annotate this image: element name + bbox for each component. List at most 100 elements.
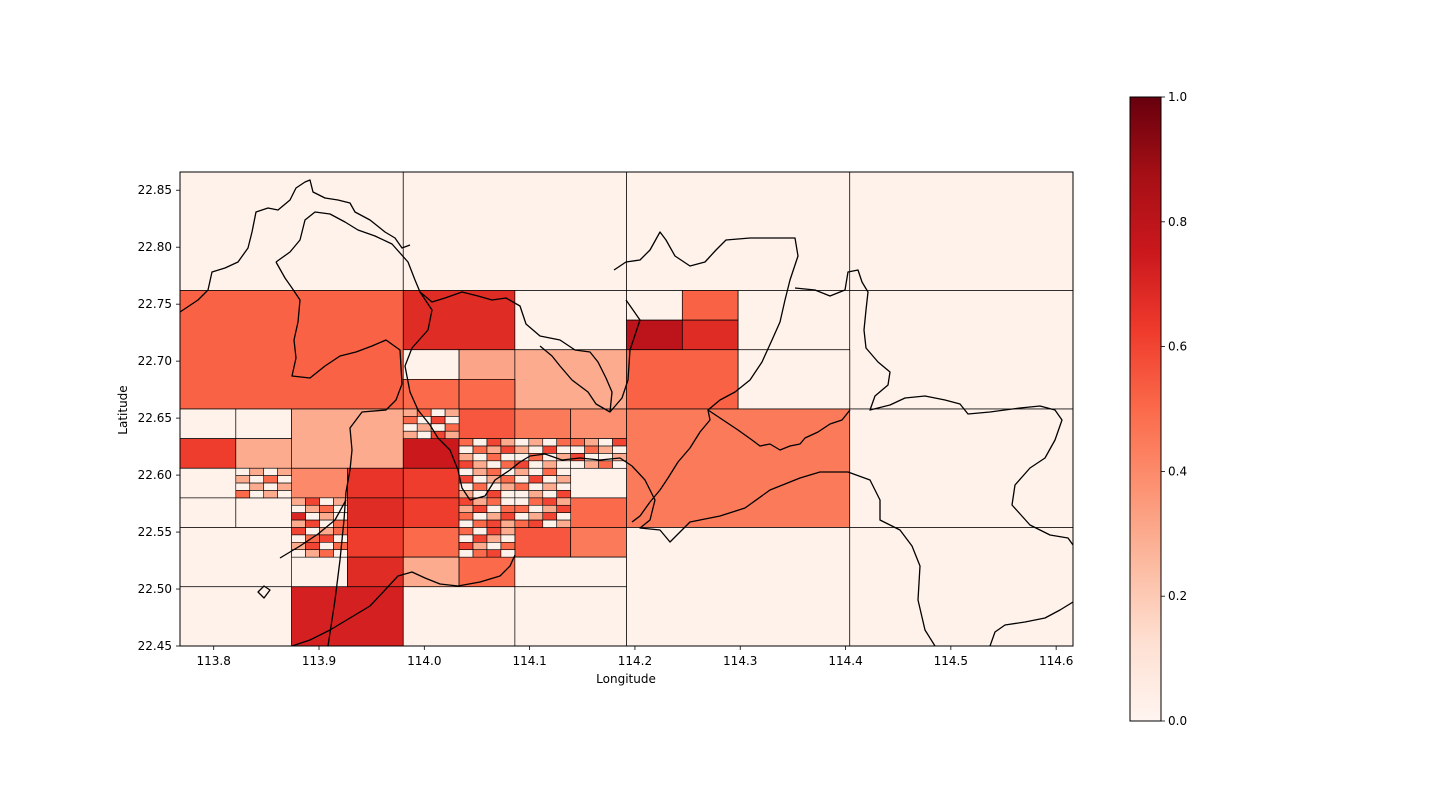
boundary-island [257,585,271,599]
fine-cell-7-0-2 [486,497,502,506]
y-tick-label: 22.55 [138,525,172,539]
grid-cell-24 [235,438,292,469]
fine-cell-6-0-3 [612,438,627,447]
grid-cell-37 [402,467,460,499]
fine-cell-10-3-0 [458,549,474,558]
x-tick-label: 114.4 [828,654,862,668]
fine-cell-2-2-1 [472,453,488,462]
fine-cell-5-0-1 [528,467,544,476]
fine-cell-6-1-0 [570,445,585,454]
grid-cell-36 [347,497,404,528]
grid-cell-20 [180,408,237,439]
fine-cell-6-0-0 [570,438,585,447]
fine-cell-8-2-3 [556,512,571,521]
grid-cell-38 [402,497,460,528]
fine-cell-1-3-1 [305,519,320,528]
colorbar-bar [1129,96,1162,722]
grid-cell-8 [681,290,739,321]
fine-cell-11-2-3 [444,423,460,432]
boundary-east-district-edge [707,409,851,451]
grid-cell-10 [681,319,739,351]
fine-cell-3-1-1 [472,475,488,484]
fine-cell-6-1-2 [598,445,613,454]
fine-cell-9-0-3 [333,527,348,536]
fine-cell-0-3-1 [249,490,265,499]
fine-cell-4-3-1 [528,460,544,469]
grid-cell-4 [180,290,404,410]
fine-cell-3-3-2 [486,490,502,499]
colorbar-ticks: 0.0 0.2 0.4 0.6 0.8 1.0 [1161,90,1187,728]
fine-cell-5-2-2 [542,482,558,491]
fine-cell-10-1-1 [472,534,488,543]
fine-cell-0-2-1 [249,482,265,491]
fine-cell-9-3-0 [291,549,306,558]
grid-cell-28 [570,408,627,439]
grid-cell-54 [849,527,1073,646]
colorbar-tick-label: 0.4 [1168,464,1187,478]
fine-cell-7-0-3 [500,497,516,506]
x-axis-label: Longitude [596,672,656,686]
fine-cell-10-0-1 [472,527,488,536]
map-axes: 113.8 113.9 114.0 114.1 114.2 114.3 114.4 114.5… [116,171,1074,686]
fine-cell-8-2-2 [542,512,558,521]
grid-cell-32 [180,497,237,528]
fine-cell-8-2-1 [528,512,544,521]
fine-cell-0-0-1 [249,467,265,476]
fine-cell-0-0-3 [277,467,292,476]
fine-cell-6-3-1 [584,460,599,469]
fine-cell-5-1-0 [514,475,530,484]
grid-cell-40 [570,497,627,528]
fine-cell-6-3-3 [612,460,627,469]
fine-cell-7-1-0 [458,504,474,513]
grid-cell-30 [849,408,1073,528]
y-tick-label: 22.45 [138,639,172,653]
fine-cell-1-0-2 [319,497,334,506]
fine-cell-3-2-1 [472,482,488,491]
y-tick-label: 22.60 [138,468,172,482]
x-tick-label: 114.2 [618,654,652,668]
fine-cell-3-0-0 [458,467,474,476]
grid-cell-2 [626,172,851,291]
fine-cell-2-0-0 [458,438,474,447]
grid-cell-17 [737,349,851,410]
fine-cell-4-1-1 [528,445,544,454]
grid-cell-52 [514,556,627,588]
fine-cell-6-3-0 [570,460,585,469]
fine-cell-5-1-3 [556,475,571,484]
boundary-southeast-coast [989,601,1073,646]
fine-cell-0-2-2 [263,482,278,491]
fine-cell-6-0-1 [584,438,599,447]
fine-cell-9-3-1 [305,549,320,558]
fine-cell-0-1-0 [235,475,251,484]
fine-cell-3-0-1 [472,467,488,476]
grid-cell-58 [514,586,627,646]
fine-cell-11-0-3 [444,408,460,417]
fine-cell-3-3-3 [500,490,516,499]
colorbar-tick-label: 0.2 [1168,589,1187,603]
grid-cell-21 [235,408,292,439]
fine-cell-4-2-0 [514,453,530,462]
fine-cell-10-1-0 [458,534,474,543]
fine-cell-8-1-1 [528,504,544,513]
fine-cell-6-2-3 [612,453,627,462]
fine-cell-6-1-3 [612,445,627,454]
fine-cell-7-3-3 [500,519,516,528]
grid-cell-43 [347,527,404,558]
coarse-grid-cells [180,172,1073,646]
fine-cell-4-0-2 [542,438,558,447]
boundary-longgang [613,231,799,523]
grid-cell-44 [402,527,460,558]
fine-cell-8-3-0 [514,519,530,528]
grid-cell-7 [626,290,683,321]
fine-cell-7-0-0 [458,497,474,506]
fine-cell-3-0-2 [486,467,502,476]
fine-cell-5-1-1 [528,475,544,484]
grid-cell-5 [402,290,516,351]
fine-cell-4-0-0 [514,438,530,447]
fine-cell-5-3-2 [542,490,558,499]
grid-cell-39 [570,467,627,499]
plot-frame [179,171,1074,647]
fine-cell-10-0-2 [486,527,502,536]
fine-cell-2-1-2 [486,445,502,454]
fine-cell-9-3-2 [319,549,334,558]
